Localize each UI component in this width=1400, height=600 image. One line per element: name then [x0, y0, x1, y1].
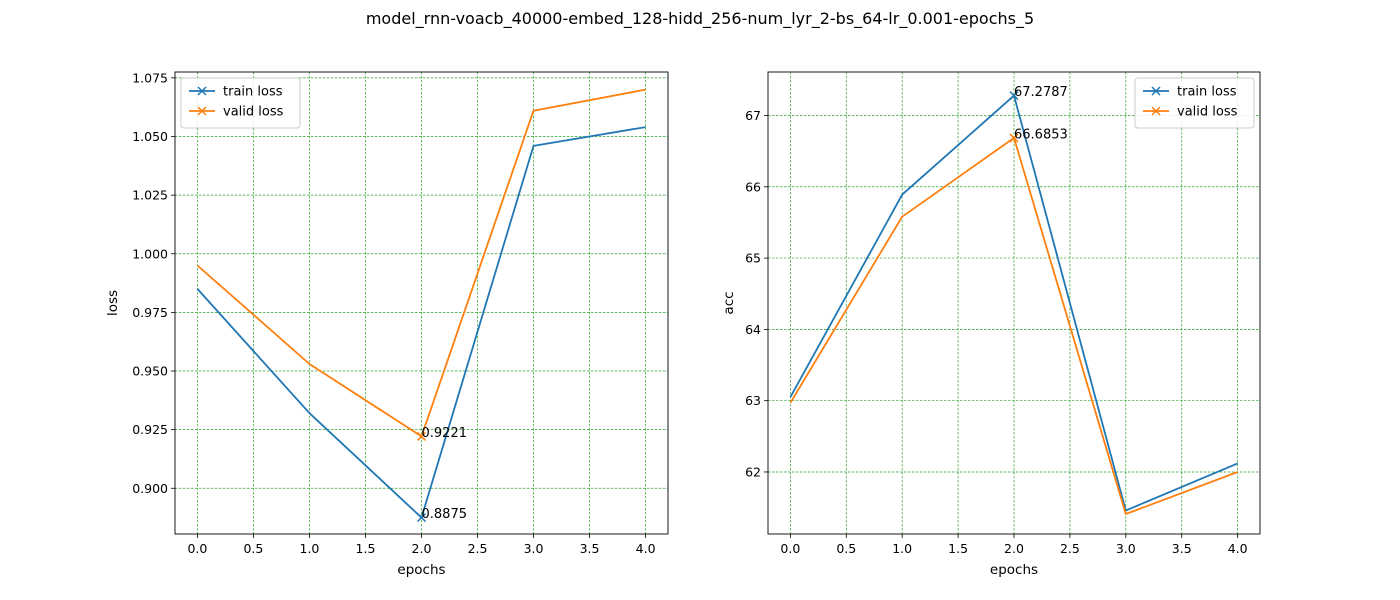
acc-y-tick-label: 67 — [745, 108, 761, 123]
loss-chart-panel: 0.0 0.5 1.0 1.5 2.0 2.5 3.0 3.5 4.0 0.900 0.925 0.9… — [105, 70, 669, 578]
acc-train-loss-marker — [1009, 91, 1019, 101]
acc-y-tick-label: 63 — [745, 393, 761, 408]
acc-data-label: 67.2787 — [1014, 85, 1068, 100]
loss-legend-train-loss-marker — [197, 86, 207, 96]
loss-valid-loss-marker — [416, 431, 427, 441]
loss-axes-frame — [174, 71, 669, 535]
acc-legend-train-loss-label: train loss — [1177, 85, 1237, 100]
acc-x-tick-label: 2.5 — [1060, 541, 1080, 556]
acc-x-tick-label: 1.0 — [892, 541, 912, 556]
acc-data-label: 66.6853 — [1014, 127, 1068, 142]
loss-data-label: 0.9221 — [422, 426, 468, 441]
acc-x-axis-label: epochs — [990, 562, 1038, 578]
loss-y-tick-label: 1.025 — [132, 188, 168, 203]
acc-x-tick-label: 3.5 — [1172, 541, 1192, 556]
loss-x-tick-label: 0.5 — [243, 541, 263, 556]
loss-x-tick-label: 0.0 — [187, 541, 207, 556]
loss-legend-valid-loss-label: valid loss — [223, 105, 284, 120]
acc-legend-valid-loss-label: valid loss — [1177, 105, 1238, 120]
loss-y-tick-label: 0.925 — [132, 422, 168, 437]
loss-x-tick-label: 2.5 — [468, 541, 488, 556]
figure-title: model_rnn-voacb_40000-embed_128-hidd_256… — [365, 9, 1035, 28]
loss-y-axis-label: loss — [105, 290, 121, 316]
acc-y-tick-label: 65 — [745, 251, 761, 266]
loss-train-loss-marker — [416, 513, 427, 523]
acc-x-tick-label: 0.0 — [780, 541, 800, 556]
acc-legend: train loss valid loss — [1134, 77, 1255, 129]
acc-y-tick-label: 64 — [745, 322, 761, 337]
loss-x-tick-label: 4.0 — [636, 541, 656, 556]
acc-legend-valid-loss-marker — [1151, 106, 1161, 116]
loss-x-axis-label: epochs — [397, 562, 445, 578]
accuracy-chart-panel: 0.0 0.5 1.0 1.5 2.0 2.5 3.0 3.5 4.0 62 63 64 65 66 67 e… — [721, 71, 1261, 578]
loss-x-tick-label: 1.5 — [356, 541, 376, 556]
loss-data-label: 0.8875 — [422, 507, 468, 522]
loss-legend-valid-loss-marker — [197, 106, 207, 116]
acc-x-tick-label: 0.5 — [836, 541, 856, 556]
acc-x-tick-label: 2.0 — [1004, 541, 1024, 556]
acc-x-tick-label: 3.0 — [1116, 541, 1136, 556]
loss-y-tick-label: 1.000 — [132, 246, 168, 261]
loss-y-tick-label: 1.075 — [132, 70, 168, 85]
acc-axes-frame — [767, 71, 1261, 535]
acc-x-tick-label: 1.5 — [948, 541, 968, 556]
loss-x-tick-label: 3.5 — [580, 541, 600, 556]
loss-y-tick-label: 0.900 — [132, 481, 168, 496]
loss-x-tick-label: 2.0 — [412, 541, 432, 556]
loss-legend: train loss valid loss — [180, 77, 301, 129]
acc-y-tick-label: 62 — [745, 464, 761, 479]
loss-x-tick-label: 1.0 — [300, 541, 320, 556]
acc-x-tick-label: 4.0 — [1228, 541, 1248, 556]
acc-y-axis-label: acc — [721, 291, 737, 314]
acc-legend-train-loss-marker — [1151, 86, 1161, 96]
loss-y-tick-label: 0.950 — [132, 364, 168, 379]
loss-x-tick-label: 3.0 — [524, 541, 544, 556]
loss-legend-train-loss-label: train loss — [223, 85, 283, 100]
loss-y-tick-label: 0.975 — [132, 305, 168, 320]
acc-y-tick-label: 66 — [745, 179, 761, 194]
acc-valid-loss-marker — [1009, 133, 1019, 143]
loss-y-tick-label: 1.050 — [132, 129, 168, 144]
